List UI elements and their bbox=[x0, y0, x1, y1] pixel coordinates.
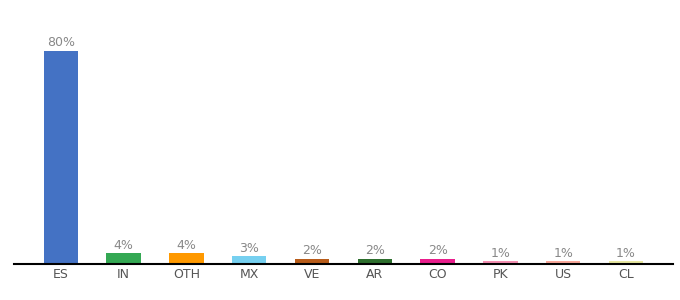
Text: 3%: 3% bbox=[239, 242, 259, 255]
Text: 2%: 2% bbox=[365, 244, 385, 257]
Text: 1%: 1% bbox=[490, 247, 510, 260]
Text: 80%: 80% bbox=[47, 36, 75, 49]
Bar bbox=[106, 253, 141, 264]
Bar bbox=[420, 259, 455, 264]
Bar bbox=[609, 261, 643, 264]
Bar bbox=[546, 261, 581, 264]
Text: 2%: 2% bbox=[302, 244, 322, 257]
Text: 1%: 1% bbox=[616, 247, 636, 260]
Bar bbox=[294, 259, 329, 264]
Text: 2%: 2% bbox=[428, 244, 447, 257]
Bar bbox=[483, 261, 517, 264]
Text: 4%: 4% bbox=[114, 239, 133, 252]
Bar bbox=[169, 253, 204, 264]
Bar bbox=[44, 51, 78, 264]
Bar bbox=[358, 259, 392, 264]
Text: 1%: 1% bbox=[554, 247, 573, 260]
Bar bbox=[232, 256, 267, 264]
Text: 4%: 4% bbox=[177, 239, 197, 252]
